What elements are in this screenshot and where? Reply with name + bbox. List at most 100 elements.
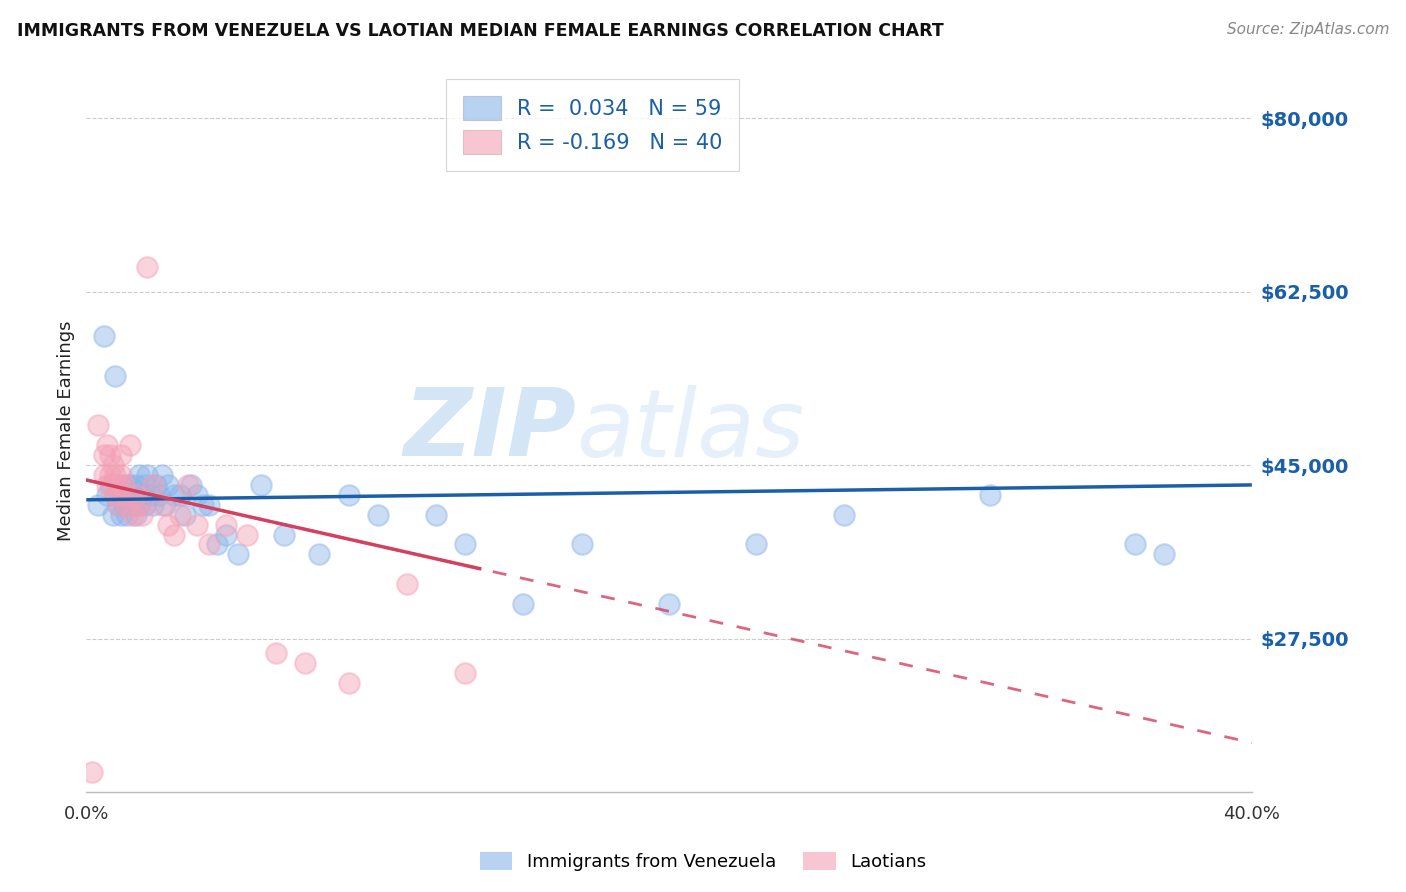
Point bbox=[115, 498, 138, 512]
Point bbox=[96, 478, 118, 492]
Legend: R =  0.034   N = 59, R = -0.169   N = 40: R = 0.034 N = 59, R = -0.169 N = 40 bbox=[446, 78, 740, 170]
Point bbox=[215, 517, 238, 532]
Point bbox=[148, 488, 170, 502]
Point bbox=[136, 260, 159, 274]
Point bbox=[96, 488, 118, 502]
Y-axis label: Median Female Earnings: Median Female Earnings bbox=[58, 320, 75, 541]
Text: Source: ZipAtlas.com: Source: ZipAtlas.com bbox=[1226, 22, 1389, 37]
Point bbox=[93, 329, 115, 343]
Point bbox=[337, 488, 360, 502]
Point bbox=[235, 527, 257, 541]
Point bbox=[832, 508, 855, 522]
Point bbox=[177, 478, 200, 492]
Point bbox=[110, 478, 132, 492]
Text: ZIP: ZIP bbox=[404, 384, 576, 476]
Point bbox=[139, 488, 162, 502]
Point bbox=[294, 657, 316, 671]
Point bbox=[107, 478, 129, 492]
Point bbox=[215, 527, 238, 541]
Point bbox=[131, 488, 153, 502]
Point bbox=[180, 478, 202, 492]
Point bbox=[150, 498, 173, 512]
Point bbox=[112, 488, 135, 502]
Point bbox=[226, 547, 249, 561]
Point bbox=[128, 498, 150, 512]
Point bbox=[153, 498, 176, 512]
Point bbox=[142, 478, 165, 492]
Point bbox=[658, 597, 681, 611]
Point bbox=[186, 517, 208, 532]
Point bbox=[122, 488, 145, 502]
Point bbox=[112, 478, 135, 492]
Point bbox=[454, 666, 477, 681]
Text: IMMIGRANTS FROM VENEZUELA VS LAOTIAN MEDIAN FEMALE EARNINGS CORRELATION CHART: IMMIGRANTS FROM VENEZUELA VS LAOTIAN MED… bbox=[17, 22, 943, 40]
Point bbox=[169, 508, 191, 522]
Point bbox=[337, 676, 360, 690]
Point bbox=[87, 498, 110, 512]
Point bbox=[101, 458, 124, 472]
Point bbox=[191, 498, 214, 512]
Point bbox=[125, 478, 148, 492]
Point bbox=[107, 498, 129, 512]
Point bbox=[82, 765, 104, 780]
Point bbox=[110, 448, 132, 462]
Point bbox=[1123, 537, 1146, 551]
Point bbox=[96, 438, 118, 452]
Point bbox=[104, 488, 127, 502]
Point bbox=[128, 468, 150, 483]
Point bbox=[101, 508, 124, 522]
Point bbox=[122, 508, 145, 522]
Point bbox=[571, 537, 593, 551]
Point bbox=[169, 488, 191, 502]
Point bbox=[136, 468, 159, 483]
Point bbox=[118, 498, 141, 512]
Point bbox=[156, 478, 179, 492]
Point bbox=[110, 508, 132, 522]
Point bbox=[150, 468, 173, 483]
Point bbox=[197, 537, 219, 551]
Point bbox=[112, 498, 135, 512]
Point bbox=[125, 488, 148, 502]
Point bbox=[93, 448, 115, 462]
Point bbox=[122, 498, 145, 512]
Point bbox=[107, 498, 129, 512]
Point bbox=[425, 508, 447, 522]
Point bbox=[186, 488, 208, 502]
Point bbox=[273, 527, 295, 541]
Point bbox=[112, 488, 135, 502]
Point bbox=[367, 508, 389, 522]
Point bbox=[979, 488, 1001, 502]
Point bbox=[745, 537, 768, 551]
Point bbox=[104, 488, 127, 502]
Point bbox=[454, 537, 477, 551]
Legend: Immigrants from Venezuela, Laotians: Immigrants from Venezuela, Laotians bbox=[472, 845, 934, 879]
Point bbox=[128, 498, 150, 512]
Point bbox=[118, 478, 141, 492]
Point bbox=[163, 527, 186, 541]
Point bbox=[87, 418, 110, 433]
Point bbox=[512, 597, 534, 611]
Point bbox=[207, 537, 229, 551]
Point bbox=[134, 478, 156, 492]
Point bbox=[104, 368, 127, 383]
Point bbox=[197, 498, 219, 512]
Point bbox=[107, 478, 129, 492]
Point bbox=[125, 508, 148, 522]
Point bbox=[395, 577, 418, 591]
Point bbox=[163, 488, 186, 502]
Point bbox=[115, 508, 138, 522]
Point bbox=[131, 508, 153, 522]
Point bbox=[142, 498, 165, 512]
Point bbox=[93, 468, 115, 483]
Point bbox=[174, 508, 197, 522]
Point bbox=[110, 468, 132, 483]
Point bbox=[308, 547, 330, 561]
Point bbox=[134, 498, 156, 512]
Point bbox=[264, 647, 287, 661]
Point bbox=[145, 478, 167, 492]
Point bbox=[98, 448, 121, 462]
Point bbox=[98, 468, 121, 483]
Point bbox=[115, 478, 138, 492]
Point bbox=[118, 438, 141, 452]
Point bbox=[98, 478, 121, 492]
